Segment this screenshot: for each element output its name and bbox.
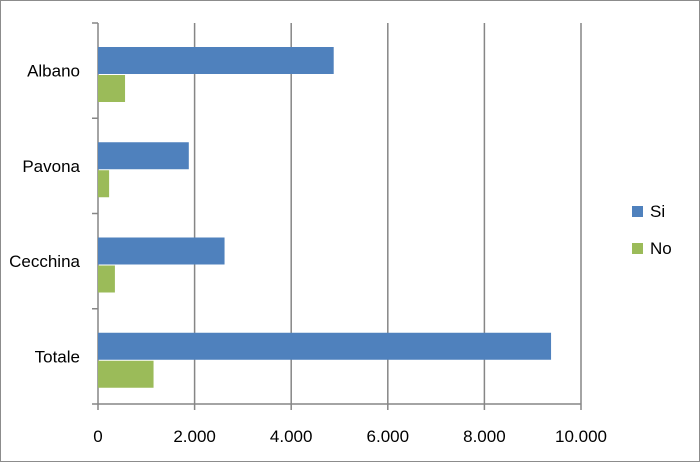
x-tick-label: 2.000 [173,427,216,446]
legend-swatch-si [632,206,643,217]
y-category-label: Pavona [22,157,80,176]
bars [98,47,552,388]
y-category-label: Totale [35,347,80,366]
bar-no-pavona [98,170,110,198]
bar-si-albano [98,47,334,74]
x-tick-label: 10.000 [555,427,607,446]
x-tick-label: 4.000 [270,427,313,446]
legend-swatch-no [632,243,643,254]
x-tick-label: 8.000 [463,427,506,446]
x-tick-label: 6.000 [367,427,410,446]
tick-labels: 0 2.000 4.000 6.000 8.000 10.000 Albano Pavona C… [9,62,607,446]
bar-no-albano [98,75,126,102]
bar-si-totale [98,332,552,360]
y-category-label: Cecchina [9,252,80,271]
bar-si-cecchina [98,237,225,265]
x-tick-label: 0 [93,427,102,446]
bar-si-pavona [98,142,189,170]
bar-no-cecchina [98,265,115,293]
legend: Si No [632,202,672,258]
bar-no-totale [98,360,154,388]
legend-label-no: No [650,239,672,258]
legend-label-si: Si [650,202,665,221]
y-category-label: Albano [27,62,80,81]
